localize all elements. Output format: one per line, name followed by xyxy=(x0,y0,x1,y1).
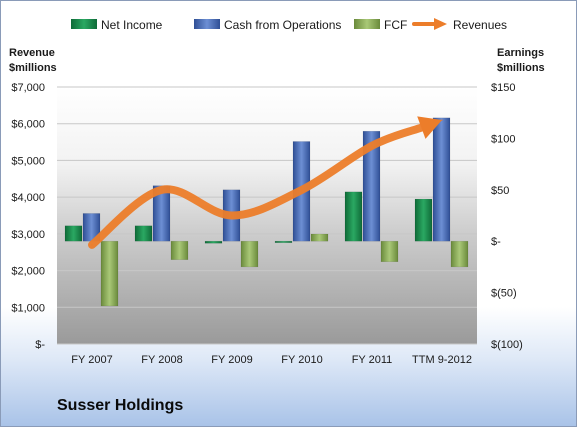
x-tick-label: FY 2009 xyxy=(211,354,252,366)
right-axis-ticks: $(100) $(50) $- $50 $100 $150 xyxy=(491,82,523,351)
right-axis-title-line2: $millions xyxy=(497,62,545,74)
right-tick-label: $(50) xyxy=(491,288,517,300)
left-tick-label: $- xyxy=(35,339,45,351)
left-tick-label: $3,000 xyxy=(11,229,45,241)
left-tick-label: $1,000 xyxy=(11,302,45,314)
legend-label-net-income: Net Income xyxy=(101,18,163,32)
x-tick-label: TTM 9-2012 xyxy=(412,354,472,366)
bar-net-income xyxy=(204,240,223,244)
revenue-line-group xyxy=(88,116,443,249)
bar-fcf xyxy=(380,240,399,263)
left-tick-label: $4,000 xyxy=(11,192,45,204)
right-tick-label: $150 xyxy=(491,82,515,94)
bar-fcf xyxy=(170,240,189,260)
legend-label-revenues: Revenues xyxy=(453,18,507,32)
bar-fcf xyxy=(240,240,259,268)
left-tick-label: $5,000 xyxy=(11,155,45,167)
bar-net-income xyxy=(274,240,293,243)
left-axis-ticks: $- $1,000 $2,000 $3,000 $4,000 $5,000 $6,000 $7… xyxy=(11,82,45,351)
x-axis-ticks: FY 2007 FY 2008 FY 2009 FY 2010 FY 2011 TTM 9… xyxy=(71,354,472,366)
bar-net-income xyxy=(414,198,433,242)
bar-net-income xyxy=(64,225,83,242)
gridlines xyxy=(57,86,477,345)
legend-arrow-icon xyxy=(434,18,447,30)
bar-fcf xyxy=(450,240,469,268)
right-axis-title-line1: Earnings xyxy=(497,47,544,59)
bars xyxy=(64,117,469,307)
legend-swatch-net-income xyxy=(71,19,97,29)
legend-label-fcf: FCF xyxy=(384,18,407,32)
legend-swatch-cash-from-operations xyxy=(194,19,220,29)
right-tick-label: $50 xyxy=(491,185,509,197)
legend-label-cash-from-operations: Cash from Operations xyxy=(224,18,341,32)
x-tick-label: FY 2008 xyxy=(141,354,182,366)
x-tick-label: FY 2007 xyxy=(71,354,112,366)
revenue-point xyxy=(231,214,233,217)
revenue-point xyxy=(161,189,163,191)
left-tick-label: $7,000 xyxy=(11,82,45,94)
company-name: Susser Holdings xyxy=(57,397,184,414)
revenue-arrowhead-icon xyxy=(417,116,442,139)
bar-fcf xyxy=(100,240,119,307)
x-tick-label: FY 2010 xyxy=(281,354,322,366)
left-tick-label: $2,000 xyxy=(11,266,45,278)
revenue-point xyxy=(441,119,443,121)
revenue-point xyxy=(91,244,93,246)
left-axis-title-line2: $millions xyxy=(9,62,57,74)
bar-cash-from-operations xyxy=(432,117,451,242)
right-tick-label: $100 xyxy=(491,133,515,145)
left-axis-title-line1: Revenue xyxy=(9,47,55,59)
revenue-point xyxy=(301,189,303,191)
left-tick-label: $6,000 xyxy=(11,119,45,131)
bar-cash-from-operations xyxy=(362,130,381,242)
legend: Net Income Cash from Operations FCF Reve… xyxy=(71,18,507,32)
right-tick-label: $(100) xyxy=(491,339,523,351)
x-tick-label: FY 2011 xyxy=(352,354,393,366)
bar-fcf xyxy=(310,233,329,242)
bar-cash-from-operations xyxy=(152,185,171,242)
legend-swatch-fcf xyxy=(354,19,380,29)
bar-net-income xyxy=(134,225,153,242)
revenue-point xyxy=(371,145,373,147)
bar-net-income xyxy=(344,191,363,242)
right-tick-label: $- xyxy=(491,236,501,248)
